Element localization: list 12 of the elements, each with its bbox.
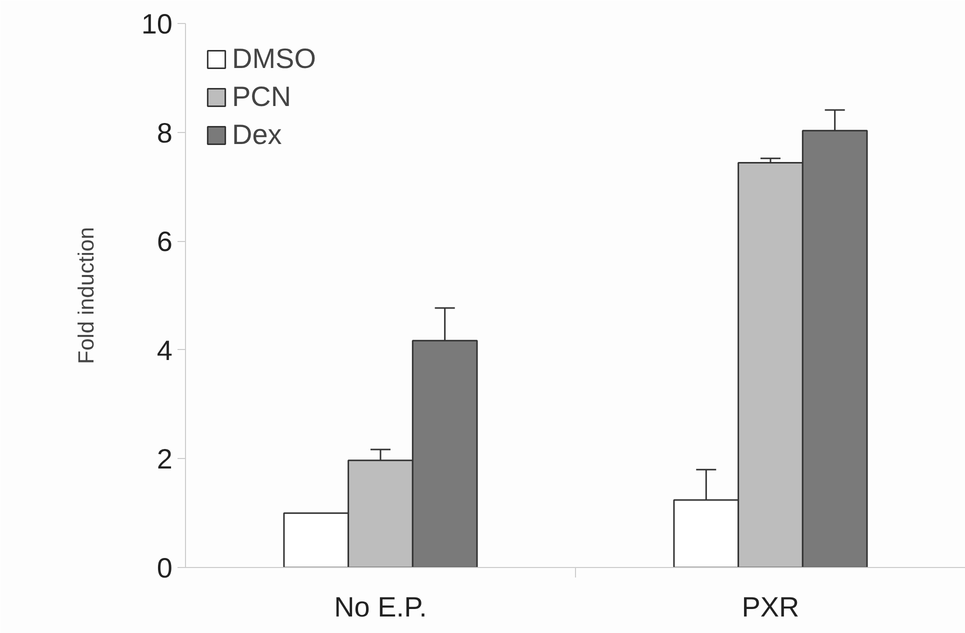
legend-label: DMSO	[232, 43, 316, 75]
y-tick-label: 2	[156, 444, 173, 475]
y-axis-title: Fold induction	[73, 227, 98, 364]
legend-label: Dex	[232, 119, 282, 151]
x-tick-label: PXR	[742, 592, 800, 622]
y-tick-label: 10	[141, 8, 173, 40]
legend-label: PCN	[232, 81, 292, 113]
y-tick-label: 6	[156, 226, 173, 258]
y-tick-label: 4	[156, 334, 173, 366]
x-tick-label: No E.P.	[334, 592, 427, 622]
y-tick-label: 0	[156, 552, 173, 584]
y-tick-label: 8	[156, 117, 173, 148]
